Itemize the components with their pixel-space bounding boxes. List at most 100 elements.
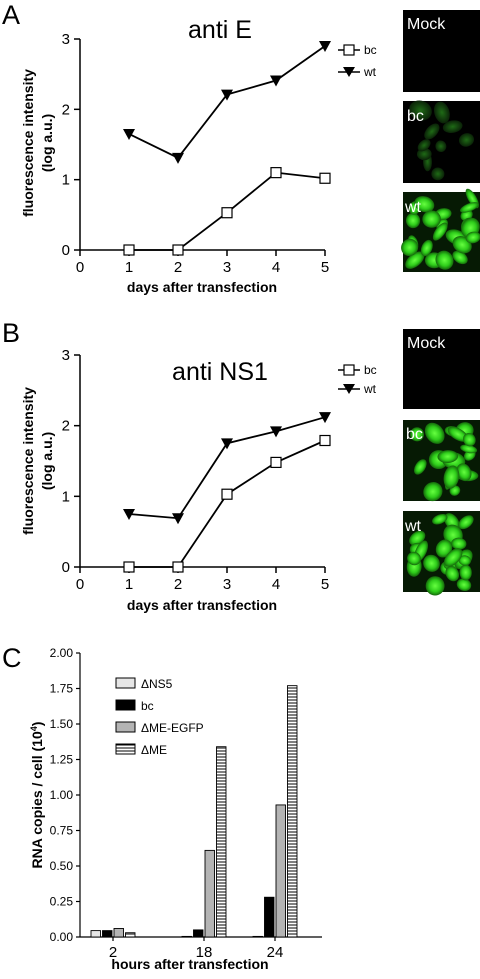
chart-a-legend-wt: wt <box>338 65 377 79</box>
micrograph-b-bc: bc <box>403 420 480 502</box>
micrographs-a: Mock bc wt <box>401 10 480 272</box>
chart-b-point-bc <box>172 561 184 573</box>
cell-shape <box>451 537 467 550</box>
micrograph-b-wt: wt <box>403 511 480 596</box>
chart-a-point-bc <box>123 244 135 256</box>
cell-shape <box>414 459 427 475</box>
cell-shape <box>447 426 469 442</box>
chart-b-point-bc <box>270 456 282 469</box>
chart-a-point-bc <box>270 167 282 179</box>
chart-b-point-bc <box>221 488 233 500</box>
chart-c-bar <box>181 935 192 938</box>
chart-b-legend-bc: bc <box>338 363 377 377</box>
micrograph-b-bc-label: bc <box>406 426 423 443</box>
chart-b-legend-bc-label: bc <box>364 363 377 377</box>
chart-b-point-wt <box>172 513 184 525</box>
chart-c-xtick-label: 24 <box>267 944 284 961</box>
chart-c-bar <box>216 746 227 938</box>
chart-c-legend-dme-label: ΔME <box>141 743 167 757</box>
micrograph-a-bc-label: bc <box>407 108 424 125</box>
chart-c-ytick-label: 0.25 <box>50 895 74 909</box>
cell-shape <box>458 515 474 530</box>
micrograph-a-wt: wt <box>401 188 480 272</box>
chart-c-bar <box>275 804 286 938</box>
cell-shape <box>460 444 478 454</box>
chart-b-legend-wt-label: wt <box>363 382 377 396</box>
cell-shape <box>405 251 425 269</box>
chart-a-ytick-label: 2 <box>62 101 70 118</box>
chart-b: anti NS1 fluorescence intensity (log a.u… <box>20 347 377 613</box>
chart-c-ytick-label: 0.75 <box>50 824 74 838</box>
chart-a-xtick-label: 2 <box>174 259 182 276</box>
chart-c-legend: ΔNS5 bc ΔME-EGFP ΔME <box>115 677 204 757</box>
micrograph-b-mock: Mock <box>403 329 480 409</box>
micrograph-b-mock-label: Mock <box>407 335 446 352</box>
chart-b-xtick-label: 4 <box>272 576 280 593</box>
micrograph-a-bc: bc <box>403 100 480 183</box>
cell-shape <box>435 250 454 270</box>
chart-b-point-bc <box>319 434 331 447</box>
cell-shape <box>435 140 447 153</box>
cell-shape <box>456 578 472 592</box>
panel-label-b: B <box>2 318 20 348</box>
chart-c-legend-dns5: ΔNS5 <box>115 677 173 691</box>
cell-shape <box>452 250 468 265</box>
chart-a-xtick-label: 1 <box>125 259 133 276</box>
cell-shape <box>425 576 445 596</box>
chart-a-ytick-label: 1 <box>62 172 70 189</box>
cell-shape <box>424 123 440 140</box>
chart-b-ytick-label: 0 <box>62 559 70 576</box>
cell-shape <box>460 202 479 213</box>
chart-a-point-bc <box>221 207 233 219</box>
chart-c-ylabel: RNA copies / cell (104) <box>29 722 45 869</box>
chart-c-ytick-label: 1.75 <box>50 682 74 696</box>
chart-c-bar <box>113 928 124 938</box>
cell-shape <box>458 555 471 566</box>
chart-c-ytick-label: 1.50 <box>50 717 74 731</box>
cell-shape <box>435 539 453 558</box>
chart-b-xtick-label: 1 <box>125 576 133 593</box>
chart-c-bar <box>102 930 113 938</box>
cell-shape <box>405 212 421 229</box>
cell-shape <box>437 450 459 463</box>
chart-b-series-wt-line <box>128 416 326 520</box>
chart-b-title: anti NS1 <box>172 358 268 386</box>
cell-shape <box>445 566 460 582</box>
chart-c-xtick-label: 2 <box>109 944 117 961</box>
cell-shape <box>423 554 440 572</box>
chart-b-series-bc-line <box>129 439 326 568</box>
chart-c-ytick-label: 0.50 <box>50 859 74 873</box>
cell-shape <box>432 222 448 241</box>
chart-b-xtick-label: 0 <box>76 576 84 593</box>
panel-label-a: A <box>2 0 20 30</box>
cell-shape <box>424 422 445 444</box>
cell-shape <box>459 564 472 581</box>
chart-a-legend-bc-label: bc <box>364 43 377 57</box>
chart-b-xlabel: days after transfection <box>127 597 277 613</box>
chart-c-xtick-label: 18 <box>196 944 213 961</box>
chart-c-ytick-label: 2.00 <box>50 646 74 660</box>
cell-shape <box>456 463 472 482</box>
micrograph-a-mock-label: Mock <box>407 16 446 33</box>
chart-a-xtick-label: 0 <box>76 259 84 276</box>
cell-shape <box>420 239 433 257</box>
chart-a-ytick-label: 3 <box>62 31 70 48</box>
chart-a-point-wt <box>172 152 184 164</box>
cell-shape <box>409 100 432 121</box>
chart-a-legend-bc: bc <box>338 43 377 57</box>
chart-b-point-wt <box>319 412 331 424</box>
cell-shape <box>443 465 460 489</box>
cell-shape <box>432 513 448 525</box>
cell-shape <box>463 432 476 447</box>
cell-shape <box>414 196 435 213</box>
chart-c-bar <box>193 929 204 938</box>
chart-a-xtick-label: 4 <box>272 259 280 276</box>
chart-a-xtick-label: 5 <box>321 259 329 276</box>
chart-a: anti E fluorescence intensity (log a.u.)… <box>20 16 377 295</box>
micrograph-a-wt-label: wt <box>404 199 422 216</box>
cell-shape <box>434 101 450 124</box>
chart-a-legend: bc wt <box>338 43 377 79</box>
chart-a-title: anti E <box>188 16 252 44</box>
chart-b-ylabel-line1: fluorescence intensity <box>20 387 36 535</box>
